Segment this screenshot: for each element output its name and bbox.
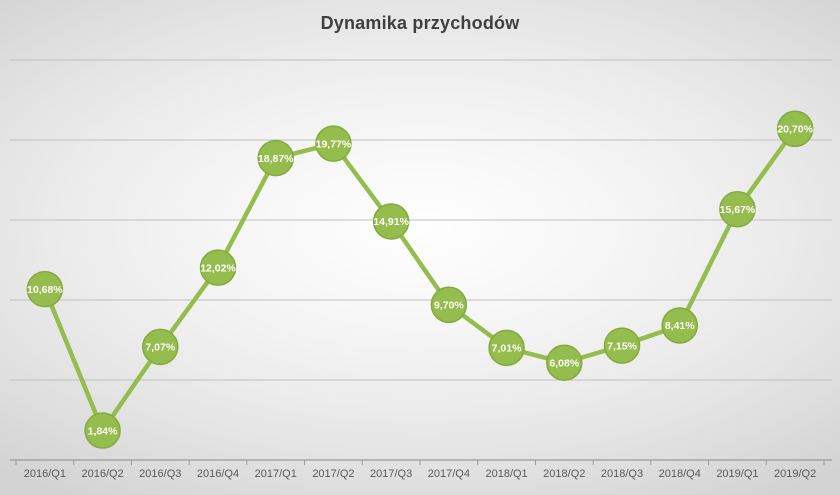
data-point-marker (257, 139, 294, 177)
x-axis-label: 2016/Q3 (139, 468, 181, 480)
data-point-label: 10,68% (27, 284, 63, 296)
data-point-marker (372, 203, 410, 240)
data-point-marker (546, 344, 583, 381)
data-point-marker (84, 412, 121, 449)
data-point-label: 7,01% (492, 343, 522, 355)
data-point-marker (199, 249, 237, 286)
data-point-label: 20,70% (777, 124, 813, 136)
data-point-marker (26, 270, 64, 308)
data-point-label: 12,02% (200, 262, 236, 274)
chart-title: Dynamika przychodów (320, 13, 520, 33)
x-axis-label: 2017/Q4 (428, 468, 470, 480)
data-point-marker (142, 328, 179, 366)
data-point-marker (488, 329, 525, 367)
x-axis-label: 2019/Q2 (774, 468, 816, 480)
x-axis-label: 2018/Q4 (659, 468, 701, 480)
x-axis-label: 2016/Q1 (24, 468, 66, 480)
data-point-label: 18,87% (258, 153, 294, 165)
x-axis-label: 2019/Q1 (716, 468, 758, 480)
data-point-label: 9,70% (434, 300, 464, 312)
series-line (42, 126, 798, 433)
data-point-marker (315, 125, 352, 162)
x-axis-label: 2016/Q2 (81, 468, 123, 480)
data-point-marker (430, 286, 468, 324)
data-point-label: 15,67% (720, 204, 756, 216)
data-point-marker (603, 327, 641, 364)
data-point-marker (661, 307, 698, 344)
data-point-marker (776, 110, 814, 148)
x-axis-label: 2018/Q2 (543, 468, 585, 480)
data-point-label: 8,41% (665, 320, 695, 332)
x-axis-label: 2018/Q1 (485, 468, 527, 480)
data-point-label: 14,91% (373, 216, 409, 228)
x-axis-label: 2017/Q2 (312, 468, 354, 480)
data-point-marker (719, 191, 756, 228)
x-axis-label: 2017/Q3 (370, 468, 412, 480)
data-point-label: 7,15% (607, 340, 637, 352)
data-point-label: 6,08% (549, 358, 579, 370)
x-axis-label: 2016/Q4 (197, 468, 239, 480)
data-point-label: 19,77% (316, 138, 352, 150)
x-axis-label: 2017/Q1 (255, 468, 297, 480)
x-axis-label: 2018/Q3 (601, 468, 643, 480)
data-point-label: 7,07% (145, 342, 175, 354)
data-point-label: 1,84% (88, 425, 118, 437)
